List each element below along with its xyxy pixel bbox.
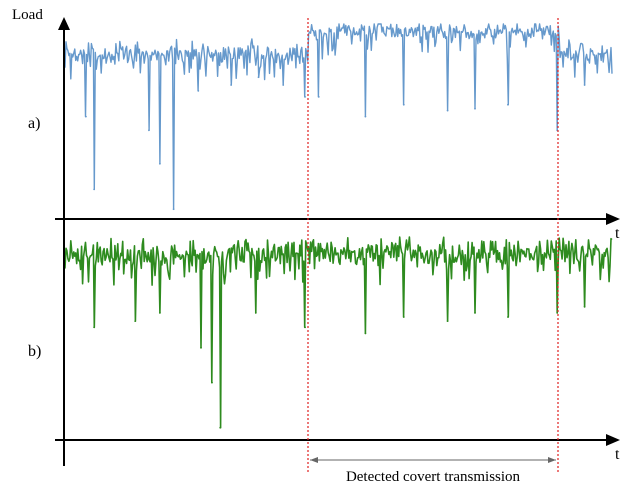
panel-b xyxy=(63,236,613,429)
panel-a xyxy=(63,23,613,211)
dip-point-a-8 xyxy=(282,84,285,86)
dip-point-b-8 xyxy=(364,332,367,335)
transmission-annotation: Detected covert transmission xyxy=(346,469,521,485)
dip-point-a-17 xyxy=(583,84,586,86)
dip-point-b-7 xyxy=(304,326,306,329)
dip-point-a-13 xyxy=(446,109,449,112)
dip-point-a-4 xyxy=(172,208,175,211)
dip-point-a-12 xyxy=(402,103,405,106)
dip-point-b-3 xyxy=(200,346,202,349)
dip-point-a-6 xyxy=(230,84,233,86)
y-axis-arrowhead xyxy=(58,17,70,30)
dip-point-b-12 xyxy=(507,316,509,318)
dip-point-b-10 xyxy=(446,320,449,322)
dip-point-b-14 xyxy=(583,305,586,308)
dip-point-b-6 xyxy=(254,312,257,314)
x-axis-b-arrowhead xyxy=(606,434,620,446)
panel-b-label: b) xyxy=(28,343,41,360)
series-line-a xyxy=(63,23,613,210)
transmission-span-left-arrow xyxy=(310,457,318,463)
series-line-b xyxy=(63,236,613,429)
transmission-span-right-arrow xyxy=(548,457,556,463)
dip-point-b-4 xyxy=(211,381,213,384)
dip-point-a-9 xyxy=(304,96,306,98)
dip-point-a-14 xyxy=(474,107,476,110)
dip-point-b-9 xyxy=(402,316,405,318)
x-axis-a-label: t xyxy=(615,225,620,242)
dip-point-b-1 xyxy=(134,320,137,322)
dip-point-b-11 xyxy=(474,312,476,314)
y-axis-label: Load xyxy=(12,7,43,23)
x-axis-a-arrowhead xyxy=(606,213,620,225)
dip-point-b-5 xyxy=(219,426,222,429)
dip-point-a-11 xyxy=(364,115,367,118)
dip-point-a-10 xyxy=(317,96,320,98)
x-axis-b-label: t xyxy=(615,446,620,463)
dip-point-a-15 xyxy=(507,103,509,106)
panel-a-label: a) xyxy=(28,115,40,132)
dip-point-a-0 xyxy=(85,115,87,118)
dip-point-a-2 xyxy=(148,129,150,132)
dip-point-a-3 xyxy=(159,162,161,165)
dip-point-a-5 xyxy=(197,90,200,92)
dip-point-a-7 xyxy=(257,76,260,79)
dip-point-a-1 xyxy=(93,188,95,191)
dip-point-b-13 xyxy=(556,312,559,314)
dip-point-b-0 xyxy=(93,326,95,329)
dip-point-b-2 xyxy=(159,312,161,314)
